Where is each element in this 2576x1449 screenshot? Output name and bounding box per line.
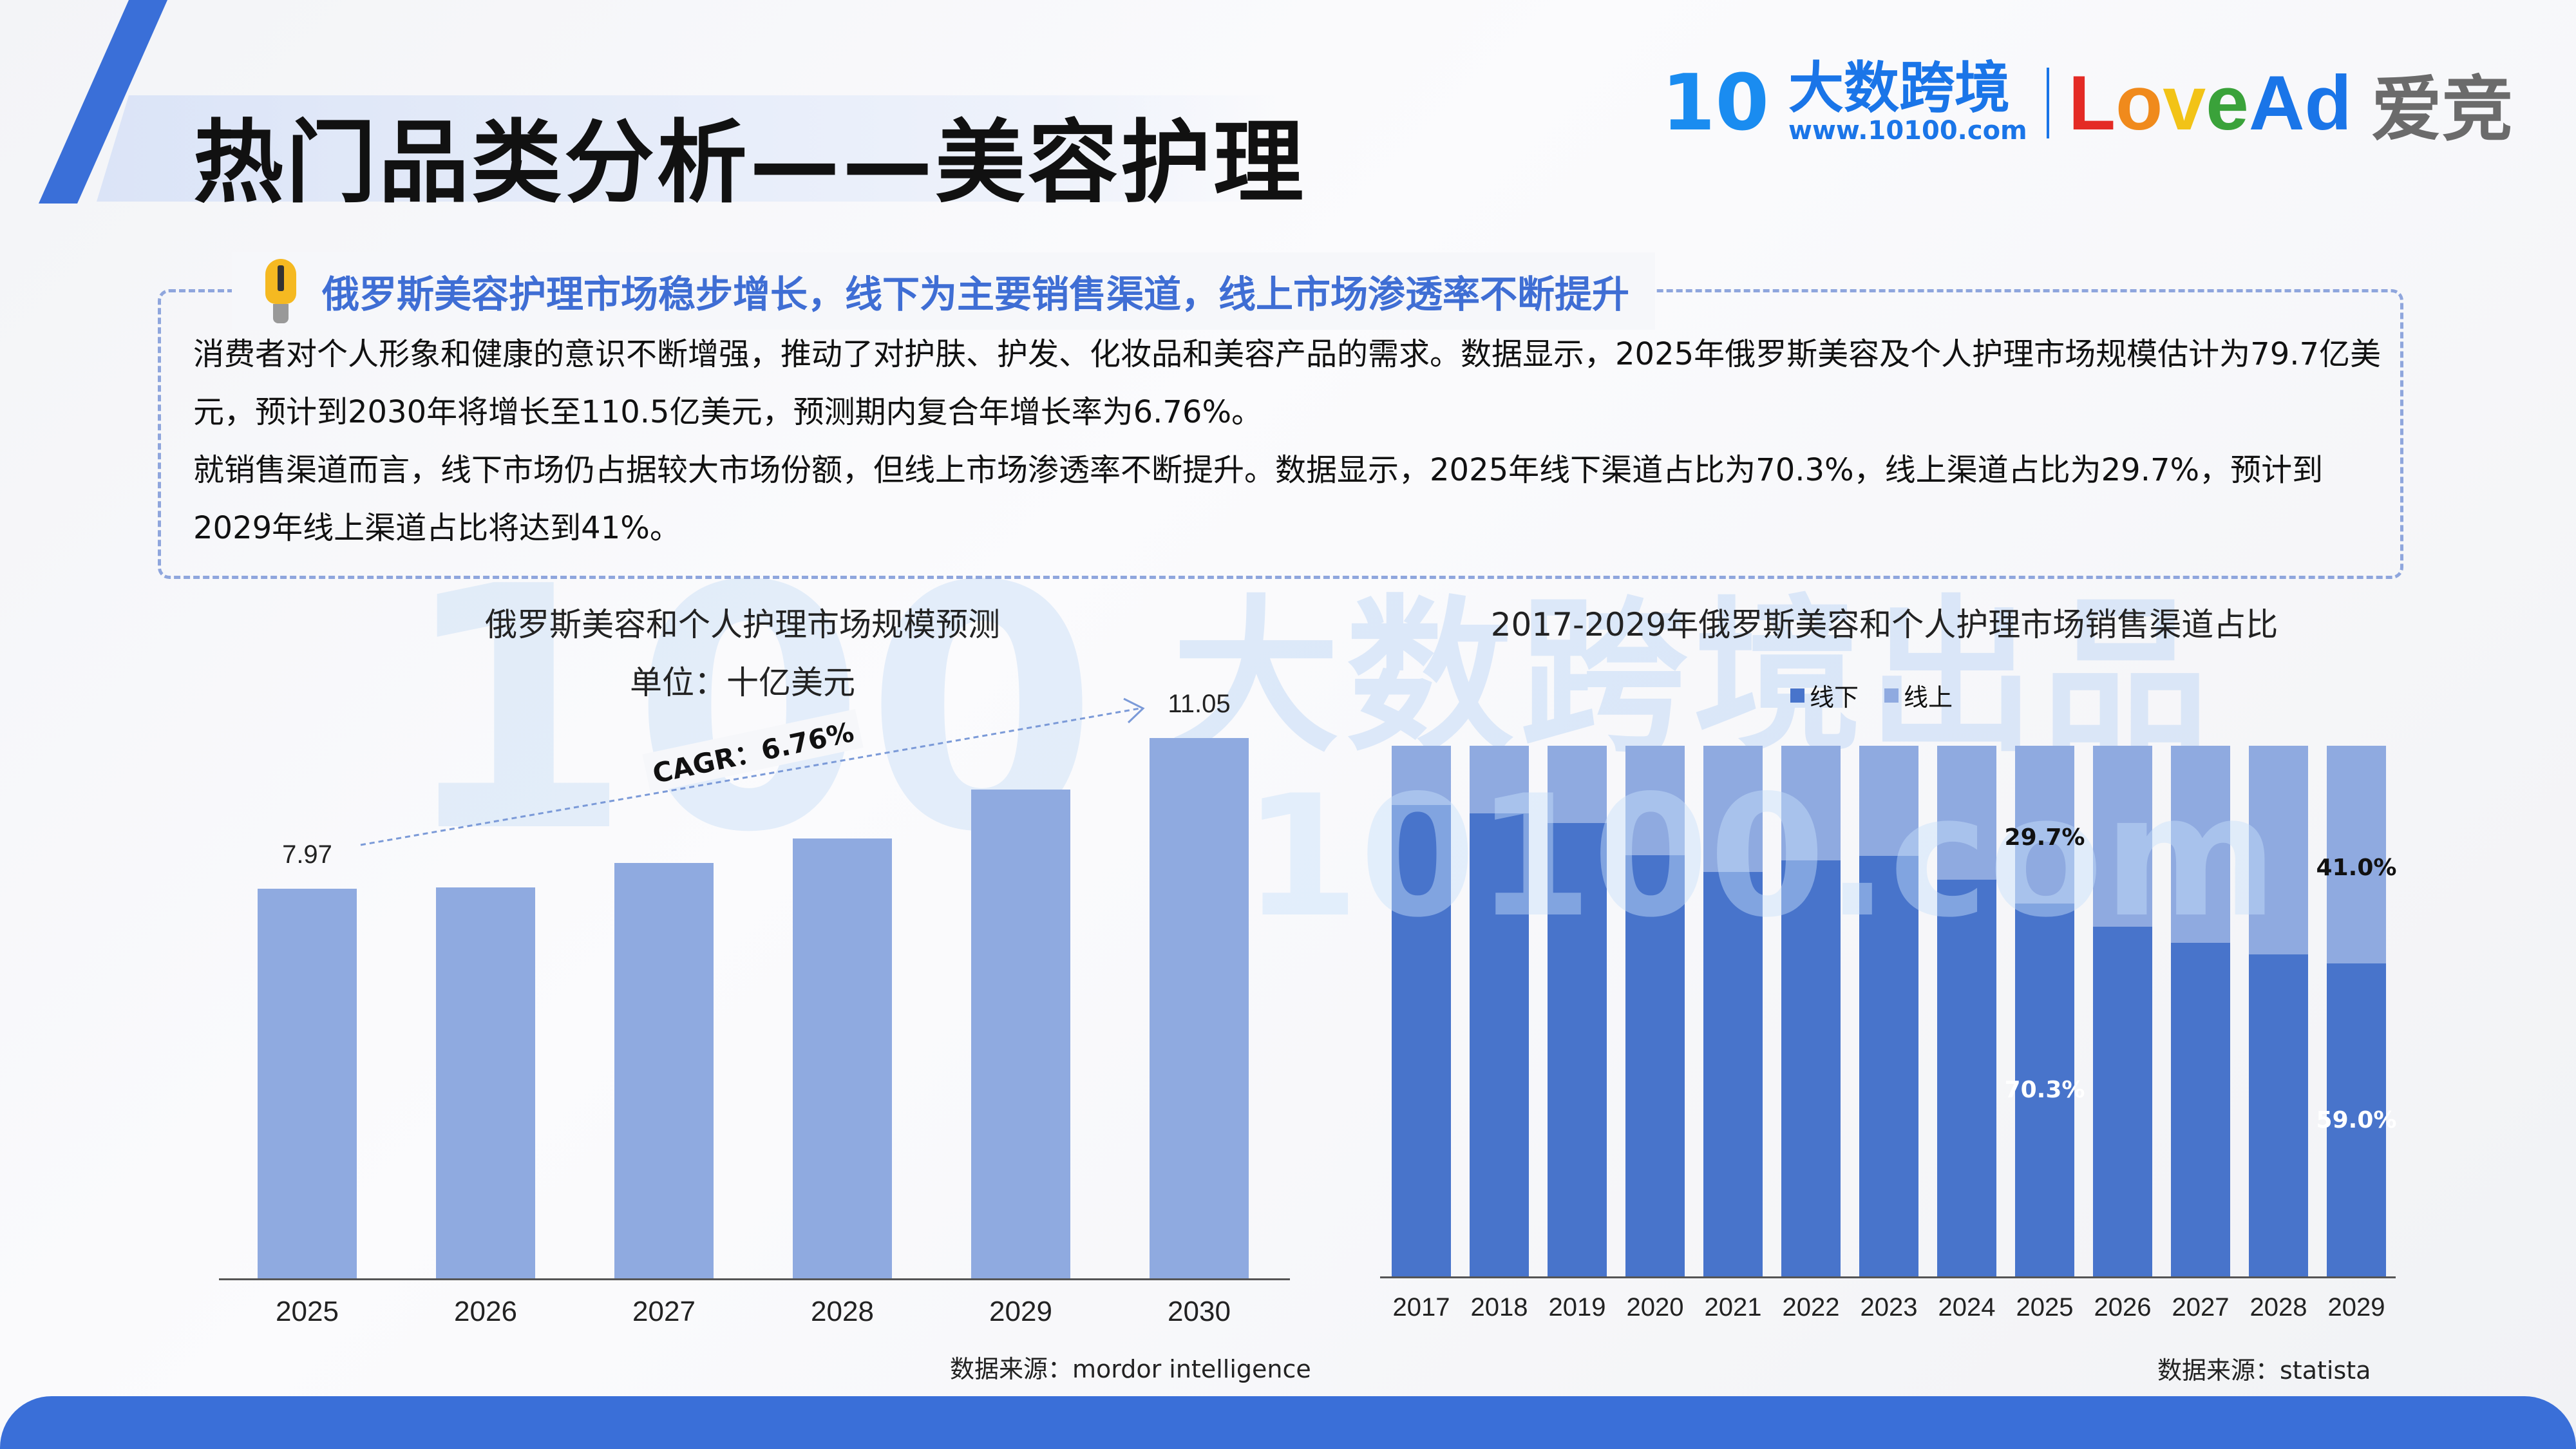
x-label-2020: 2020 bbox=[1626, 1293, 1684, 1321]
brand-url: www.10100.com bbox=[1788, 116, 2027, 146]
bar-2030 bbox=[1150, 738, 1249, 1278]
chart1-source: 数据来源：mordor intelligence bbox=[950, 1355, 1311, 1383]
brand-logos: 10 大数跨境 www.10100.com LoveAd 爱竞 bbox=[1662, 52, 2513, 155]
bar-offline-2029 bbox=[2327, 963, 2386, 1276]
bar-offline-2018 bbox=[1470, 813, 1529, 1276]
lovead-letter: L bbox=[2068, 60, 2116, 146]
title-band bbox=[97, 95, 1282, 202]
x-label-2026: 2026 bbox=[454, 1296, 517, 1327]
bar-offline-2028 bbox=[2249, 954, 2308, 1276]
aijing-logo: 爱竞 bbox=[2371, 68, 2513, 151]
bar-offline-2027 bbox=[2171, 942, 2230, 1276]
chart2-legend: 线下 线上 bbox=[1790, 677, 1953, 713]
page-title: 热门品类分析——美容护理 bbox=[193, 111, 1307, 216]
callout-body: 消费者对个人形象和健康的意识不断增强，推动了对护肤、护发、化妆品和美容产品的需求… bbox=[193, 325, 2396, 557]
chart2-source: 数据来源：statista bbox=[2157, 1356, 2371, 1385]
bar-online-2020 bbox=[1625, 746, 1685, 855]
x-label-2025: 2025 bbox=[2016, 1293, 2074, 1321]
value-label-2030: 11.05 bbox=[1168, 690, 1231, 718]
legend-online: 线上 bbox=[1884, 677, 1953, 713]
footer-bar bbox=[0, 1396, 2576, 1449]
bar-2027 bbox=[614, 862, 714, 1278]
x-label-2021: 2021 bbox=[1704, 1293, 1762, 1321]
x-label-2027: 2027 bbox=[632, 1296, 696, 1327]
bar-2028 bbox=[793, 838, 892, 1278]
chart1-title: 俄罗斯美容和个人护理市场规模预测 bbox=[485, 606, 1000, 643]
bar-offline-2026 bbox=[2093, 926, 2152, 1276]
bar-online-2025 bbox=[2015, 746, 2074, 904]
bar-offline-2023 bbox=[1859, 855, 1918, 1276]
paragraph-market-size: 消费者对个人形象和健康的意识不断增强，推动了对护肤、护发、化妆品和美容产品的需求… bbox=[193, 336, 2382, 430]
bar-2026 bbox=[436, 887, 535, 1278]
lovead-letter: e bbox=[2206, 60, 2249, 146]
bar-online-2028 bbox=[2249, 746, 2308, 954]
x-label-2017: 2017 bbox=[1392, 1293, 1450, 1321]
bar-online-2027 bbox=[2171, 746, 2230, 943]
bar-offline-2021 bbox=[1703, 872, 1763, 1276]
x-label-2028: 2028 bbox=[811, 1296, 874, 1327]
bar-online-2017 bbox=[1392, 746, 1451, 806]
chart2-x-axis bbox=[1380, 1276, 2396, 1278]
bar-online-2024 bbox=[1937, 746, 1996, 880]
value-label-2025: 7.97 bbox=[282, 840, 332, 869]
offline-label-2029: 59.0% bbox=[2316, 1106, 2397, 1133]
bar-online-2021 bbox=[1703, 746, 1763, 873]
bar-2025 bbox=[258, 888, 357, 1278]
10100-logo-icon: 10 bbox=[1662, 58, 1769, 148]
bar-online-2018 bbox=[1470, 746, 1529, 814]
legend-swatch-offline bbox=[1790, 688, 1804, 703]
offline-label-2025: 70.3% bbox=[2004, 1077, 2085, 1104]
x-label-2022: 2022 bbox=[1782, 1293, 1840, 1321]
x-label-2019: 2019 bbox=[1548, 1293, 1606, 1321]
x-label-2030: 2030 bbox=[1168, 1296, 1231, 1327]
bar-offline-2024 bbox=[1937, 880, 1996, 1276]
callout-header: 俄罗斯美容护理市场稳步增长，线下为主要销售渠道，线上市场渗透率不断提升 bbox=[232, 252, 1656, 330]
lovead-letter: d bbox=[2304, 60, 2352, 146]
lovead-logo: LoveAd bbox=[2069, 59, 2352, 147]
bar-online-2029 bbox=[2327, 746, 2386, 963]
x-label-2027: 2027 bbox=[2172, 1293, 2230, 1321]
legend-label-offline: 线下 bbox=[1810, 683, 1859, 712]
bar-2029 bbox=[971, 789, 1070, 1278]
bar-online-2022 bbox=[1781, 746, 1841, 860]
bar-online-2023 bbox=[1859, 746, 1918, 856]
legend-label-online: 线上 bbox=[1904, 683, 1953, 712]
x-label-2028: 2028 bbox=[2249, 1293, 2307, 1321]
online-label-2025: 29.7% bbox=[2004, 824, 2085, 851]
x-label-2024: 2024 bbox=[1938, 1293, 1996, 1321]
lovead-letter: A bbox=[2248, 60, 2305, 146]
brand-name: 大数跨境 bbox=[1788, 56, 2010, 120]
x-label-2023: 2023 bbox=[1860, 1293, 1918, 1321]
chart2-title: 2017-2029年俄罗斯美容和个人护理市场销售渠道占比 bbox=[1490, 606, 2278, 643]
bar-offline-2022 bbox=[1781, 860, 1841, 1276]
lightbulb-icon bbox=[258, 252, 303, 330]
chart1-x-axis bbox=[219, 1278, 1290, 1280]
x-label-2025: 2025 bbox=[276, 1296, 339, 1327]
watermark-text: 大数跨境出品 bbox=[1172, 581, 2215, 775]
x-label-2029: 2029 bbox=[2327, 1293, 2385, 1321]
x-label-2026: 2026 bbox=[2094, 1293, 2152, 1321]
bar-online-2026 bbox=[2093, 746, 2152, 927]
legend-swatch-online bbox=[1884, 688, 1899, 703]
bar-offline-2025 bbox=[2015, 903, 2074, 1276]
callout-headline: 俄罗斯美容护理市场稳步增长，线下为主要销售渠道，线上市场渗透率不断提升 bbox=[322, 272, 1630, 316]
x-label-2018: 2018 bbox=[1470, 1293, 1528, 1321]
legend-offline: 线下 bbox=[1790, 677, 1859, 713]
bar-online-2019 bbox=[1548, 746, 1607, 824]
online-label-2029: 41.0% bbox=[2316, 854, 2397, 881]
chart1-subtitle: 单位：十亿美元 bbox=[630, 664, 855, 701]
lovead-letter: o bbox=[2116, 60, 2163, 146]
bar-offline-2019 bbox=[1548, 823, 1607, 1276]
bar-offline-2020 bbox=[1625, 855, 1685, 1276]
bar-offline-2017 bbox=[1392, 805, 1451, 1276]
logo-divider bbox=[2046, 68, 2049, 138]
paragraph-channels: 就销售渠道而言，线下市场仍占据较大市场份额，但线上市场渗透率不断提升。数据显示，… bbox=[193, 452, 2324, 546]
x-label-2029: 2029 bbox=[989, 1296, 1052, 1327]
lovead-letter: v bbox=[2163, 60, 2206, 146]
